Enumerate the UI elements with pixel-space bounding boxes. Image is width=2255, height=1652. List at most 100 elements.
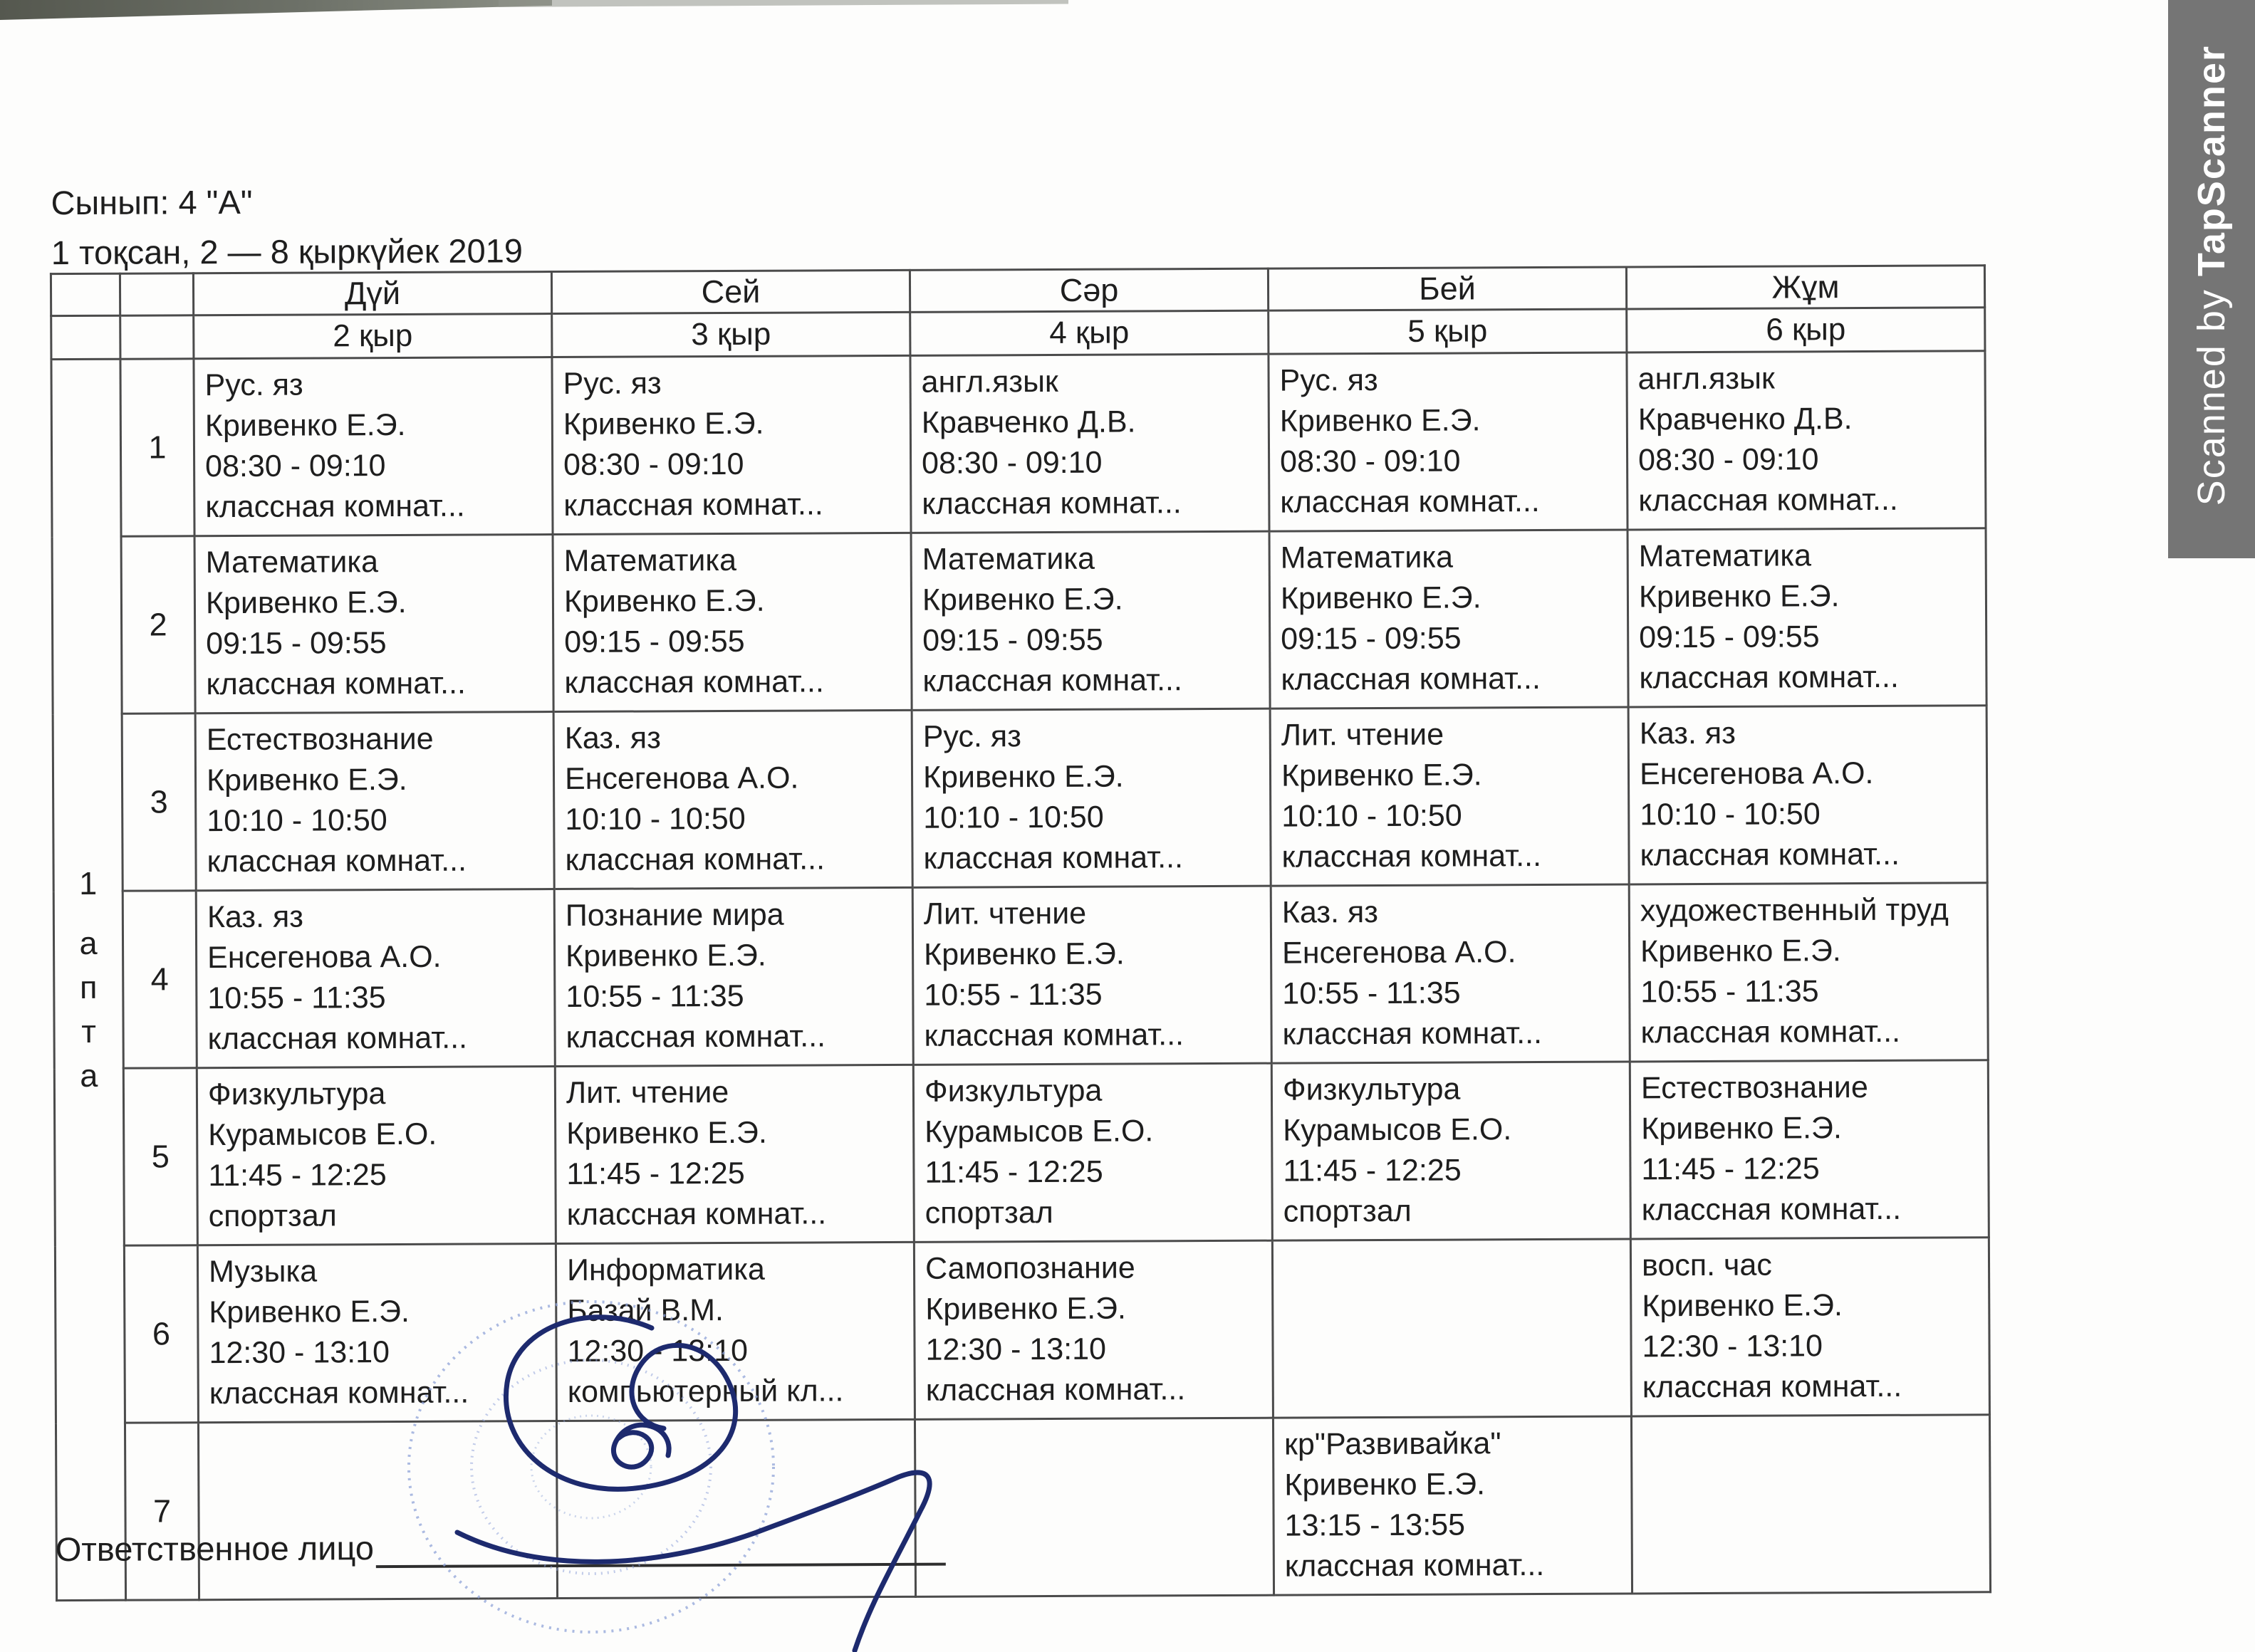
room-text: классная комнат... bbox=[1638, 482, 1898, 518]
time-text: 10:55 - 11:35 bbox=[207, 981, 386, 1016]
teacher-text: Кравченко Д.В. bbox=[1637, 402, 1853, 437]
lesson-cell: Естествознание Кривенко Е.Э. 10:10 - 10:50… bbox=[195, 711, 555, 891]
subject-text: Каз. яз bbox=[564, 721, 661, 756]
lesson-cell: Самопознание Кривенко Е.Э. 12:30 - 13:10 кл… bbox=[914, 1240, 1274, 1420]
time-text: 10:10 - 10:50 bbox=[1281, 798, 1462, 834]
day-header: Жұм bbox=[1626, 265, 1985, 309]
time-text: 10:55 - 11:35 bbox=[1282, 976, 1461, 1011]
lesson-cell: Лит. чтение Кривенко Е.Э. 10:55 - 11:35 кла… bbox=[912, 886, 1272, 1065]
date-header: 5 қыр bbox=[1268, 308, 1627, 355]
watermark-brand: TapScanner bbox=[2190, 45, 2233, 277]
room-text: классная комнат... bbox=[924, 1018, 1184, 1053]
lesson-number: 7 bbox=[125, 1422, 199, 1601]
lesson-cell: Математика Кривенко Е.Э. 09:15 - 09:55 клас… bbox=[1269, 529, 1629, 709]
teacher-text: Кривенко Е.Э. bbox=[922, 759, 1124, 795]
time-text: 11:45 - 12:25 bbox=[1283, 1153, 1462, 1188]
day-header: Бей bbox=[1268, 266, 1627, 311]
room-text: классная комнат... bbox=[922, 486, 1182, 521]
lesson-cell: Каз. яз Енсегенова А.О. 10:10 - 10:50 класс… bbox=[553, 710, 913, 889]
lesson-cell: Естествознание Кривенко Е.Э. 11:45 - 12:25… bbox=[1630, 1060, 1989, 1239]
teacher-text: Кравченко Д.В. bbox=[921, 404, 1136, 440]
teacher-text: Кривенко Е.Э. bbox=[1284, 1467, 1486, 1502]
subject-text: восп. час bbox=[1641, 1248, 1772, 1283]
teacher-text: Кривенко Е.Э. bbox=[1641, 1111, 1842, 1146]
corner-cell bbox=[120, 273, 194, 316]
lesson-cell: Лит. чтение Кривенко Е.Э. 10:10 - 10:50 кла… bbox=[1270, 706, 1630, 887]
table-row: 6 Музыка Кривенко Е.Э. 12:30 - 13:10 классна… bbox=[55, 1237, 1990, 1423]
subject-text: Физкультура bbox=[924, 1073, 1103, 1109]
lesson-cell bbox=[198, 1421, 558, 1600]
day-header: Сәр bbox=[910, 268, 1269, 313]
time-text: 12:30 - 13:10 bbox=[209, 1335, 390, 1371]
lesson-cell: Математика Кривенко Е.Э. 09:15 - 09:55 клас… bbox=[1628, 528, 1987, 707]
subject-text: Математика bbox=[1638, 538, 1812, 574]
room-text: классная комнат... bbox=[1280, 484, 1540, 520]
subject-text: Музыка bbox=[208, 1254, 318, 1290]
teacher-text: Курамысов Е.О. bbox=[925, 1114, 1154, 1149]
subject-text: англ.язык bbox=[921, 364, 1058, 399]
time-text: 08:30 - 09:10 bbox=[922, 445, 1103, 481]
room-text: классная комнат... bbox=[209, 1375, 469, 1411]
table-row: 4 Каз. яз Енсегенова А.О. 10:55 - 11:35 клас… bbox=[53, 882, 1989, 1069]
time-text: 11:45 - 12:25 bbox=[566, 1156, 745, 1191]
subject-text: Физкультура bbox=[1282, 1072, 1461, 1107]
teacher-text: Кривенко Е.Э. bbox=[566, 938, 766, 973]
time-text: 09:15 - 09:55 bbox=[564, 624, 745, 659]
subject-text: Рус. яз bbox=[204, 367, 303, 403]
teacher-text: Курамысов Е.О. bbox=[1283, 1112, 1512, 1148]
lesson-number: 1 bbox=[120, 358, 195, 537]
day-header: Дүй bbox=[193, 271, 552, 315]
teacher-text: Кривенко Е.Э. bbox=[1642, 1288, 1843, 1324]
lesson-cell: художественный труд Кривенко Е.Э. 10:55 - … bbox=[1629, 882, 1989, 1062]
date-header: 4 қыр bbox=[910, 310, 1269, 356]
room-text: классная комнат... bbox=[1641, 1191, 1902, 1228]
subject-text: Лит. чтение bbox=[566, 1075, 729, 1110]
lesson-cell bbox=[1272, 1238, 1632, 1418]
room-text: классная комнат... bbox=[206, 666, 467, 702]
time-text: 09:15 - 09:55 bbox=[206, 626, 387, 662]
corner-cell bbox=[51, 273, 120, 316]
room-text: классная комнат... bbox=[1281, 839, 1542, 874]
scanned-document: Сынып: 4 "А" 1 тоқсан, 2 — 8 қыркүйек 20… bbox=[50, 183, 1991, 1601]
lesson-cell: Математика Кривенко Е.Э. 09:15 - 09:55 клас… bbox=[553, 533, 912, 712]
teacher-text: Кривенко Е.Э. bbox=[1281, 758, 1482, 793]
time-text: 09:15 - 09:55 bbox=[922, 622, 1103, 658]
room-text: классная комнат... bbox=[1284, 1547, 1545, 1584]
lesson-number: 4 bbox=[123, 890, 197, 1069]
lesson-cell: кр"Развивайка" Кривенко Е.Э. 13:15 - 13:55… bbox=[1273, 1416, 1632, 1596]
teacher-text: Кривенко Е.Э. bbox=[205, 585, 407, 621]
time-text: 09:15 - 09:55 bbox=[1639, 620, 1820, 655]
time-text: 10:10 - 10:50 bbox=[1640, 797, 1821, 832]
teacher-text: Енсегенова А.О. bbox=[1639, 756, 1874, 792]
date-header: 3 қыр bbox=[551, 312, 910, 357]
teacher-text: Кривенко Е.Э. bbox=[1279, 403, 1481, 439]
lesson-cell bbox=[915, 1418, 1274, 1597]
teacher-text: Кривенко Е.Э. bbox=[1638, 579, 1840, 615]
lesson-cell: Физкультура Курамысов Е.О. 11:45 - 12:25 сп… bbox=[913, 1063, 1273, 1243]
subject-text: Познание мира bbox=[565, 897, 784, 933]
teacher-text: Кривенко Е.Э. bbox=[206, 762, 407, 798]
time-text: 08:30 - 09:10 bbox=[1637, 442, 1819, 478]
time-text: 10:10 - 10:50 bbox=[923, 800, 1104, 835]
lesson-cell: англ.язык Кравченко Д.В. 08:30 - 09:10 клас… bbox=[910, 354, 1270, 533]
subject-text: Естествознание bbox=[1640, 1070, 1868, 1106]
room-text: классная комнат... bbox=[205, 488, 465, 525]
date-header: 6 қыр bbox=[1626, 307, 1985, 352]
schedule-table: Дүй Сей Сәр Бей Жұм 2 қыр 3 қыр 4 қыр 5 … bbox=[50, 264, 1991, 1601]
corner-cell bbox=[51, 315, 120, 360]
subject-text: Информатика bbox=[566, 1252, 765, 1287]
lesson-cell: Рус. яз Кривенко Е.Э. 10:10 - 10:50 классна… bbox=[912, 709, 1271, 888]
time-text: 08:30 - 09:10 bbox=[1279, 444, 1461, 479]
subject-text: Физкультура bbox=[207, 1077, 386, 1112]
room-text: классная комнат... bbox=[565, 842, 826, 877]
responsible-person-label: Ответственное лицо bbox=[55, 1529, 375, 1569]
lesson-cell: Познание мира Кривенко Е.Э. 10:55 - 11:35 к… bbox=[554, 887, 914, 1067]
subject-text: Рус. яз bbox=[563, 366, 662, 401]
teacher-text: Кривенко Е.Э. bbox=[563, 583, 765, 619]
lesson-cell: Информатика Базай В.М. 12:30 - 13:10 компью… bbox=[556, 1242, 915, 1421]
subject-text: Математика bbox=[563, 543, 737, 578]
room-text: спортзал bbox=[208, 1198, 337, 1234]
scan-edge-artifact bbox=[499, 0, 1068, 7]
room-text: классная комнат... bbox=[923, 840, 1184, 876]
